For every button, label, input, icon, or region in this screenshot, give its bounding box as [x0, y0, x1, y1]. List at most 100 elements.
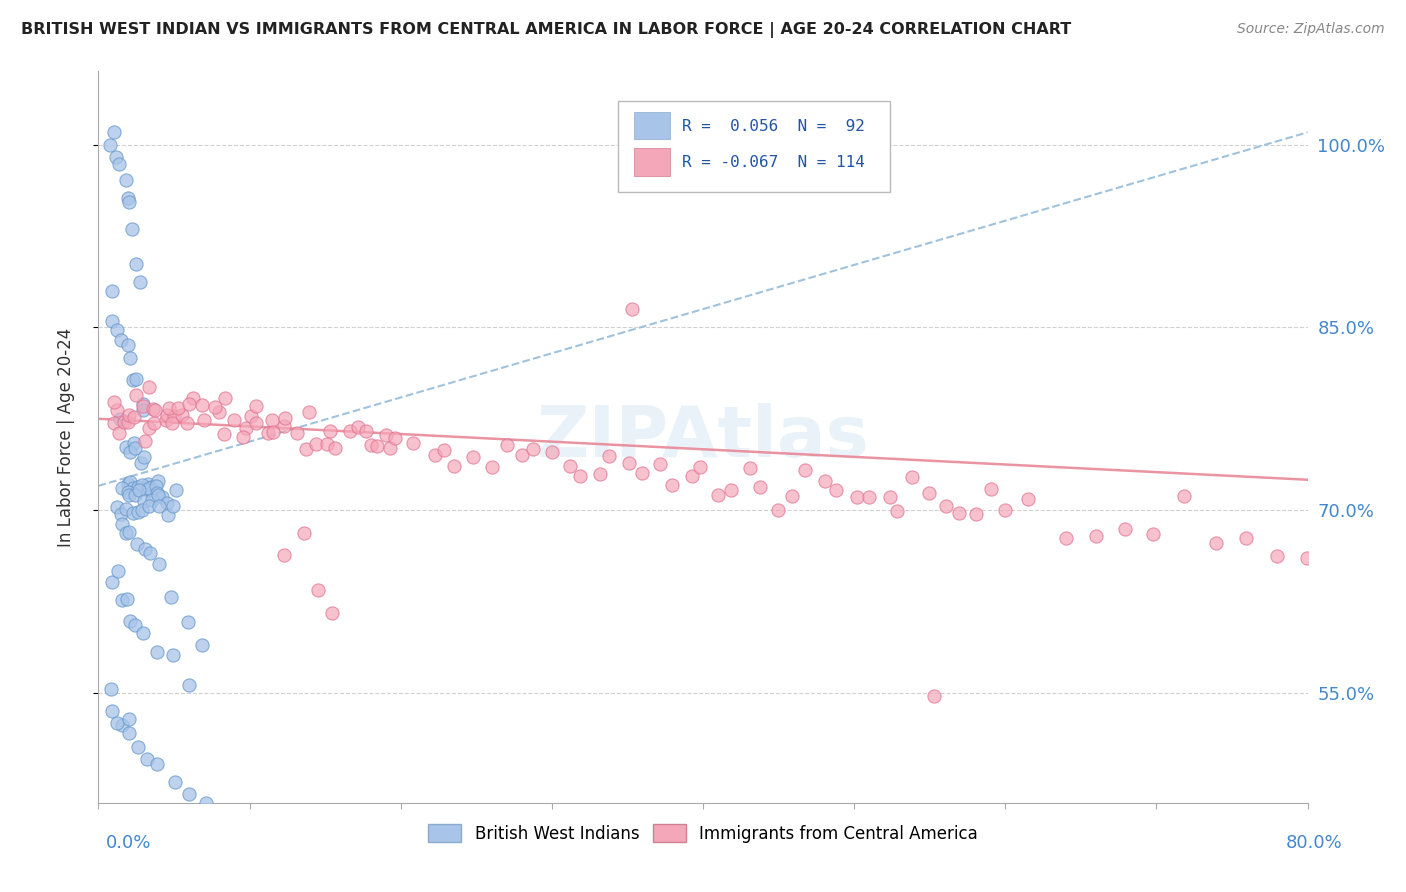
Point [794, 463, 817, 477]
Point [105, 716, 128, 731]
Point [146, 486, 169, 500]
Point [965, 507, 987, 521]
Point [630, 466, 652, 480]
Point [162, 499, 184, 513]
Point [935, 499, 957, 513]
Point [165, 483, 187, 497]
Point [117, 415, 139, 429]
Point [1234, 532, 1257, 546]
Point [461, 450, 484, 464]
Point [148, 557, 170, 571]
Text: BRITISH WEST INDIAN VS IMMIGRANTS FROM CENTRAL AMERICA IN LABOR FORCE | AGE 20-2: BRITISH WEST INDIAN VS IMMIGRANTS FROM C… [21, 22, 1071, 38]
Point [131, 478, 153, 492]
Point [617, 456, 640, 470]
Point [134, 542, 156, 557]
Point [1114, 522, 1136, 536]
Point [122, 409, 145, 424]
Text: R =  0.056  N =  92: R = 0.056 N = 92 [682, 119, 865, 134]
Point [900, 470, 922, 484]
Point [136, 476, 159, 491]
Point [433, 442, 456, 457]
Point [214, 426, 236, 441]
Point [108, 425, 131, 440]
Point [134, 493, 156, 508]
Point [443, 459, 465, 474]
Point [298, 404, 321, 418]
Point [124, 617, 146, 632]
FancyBboxPatch shape [634, 148, 671, 176]
Point [366, 439, 388, 453]
Point [1295, 550, 1317, 565]
Point [145, 479, 167, 493]
Point [121, 222, 143, 236]
Point [101, 704, 124, 718]
Point [375, 427, 398, 442]
Point [146, 488, 169, 502]
Point [122, 373, 145, 387]
Legend: British West Indians, Immigrants from Central America: British West Indians, Immigrants from Ce… [422, 818, 984, 849]
Point [134, 434, 156, 448]
Point [114, 525, 136, 540]
Point [177, 787, 200, 801]
Point [232, 430, 254, 444]
Point [235, 421, 257, 435]
Point [401, 436, 423, 450]
Point [360, 438, 382, 452]
Point [766, 502, 789, 516]
Point [141, 492, 163, 507]
Point [142, 401, 165, 416]
Point [510, 448, 533, 462]
Point [321, 607, 343, 621]
Point [114, 502, 136, 516]
Point [886, 504, 908, 518]
Point [120, 475, 142, 489]
Point [918, 485, 941, 500]
Point [138, 499, 160, 513]
Point [114, 173, 136, 187]
Point [111, 481, 134, 495]
Point [260, 413, 283, 427]
Point [162, 416, 184, 430]
Y-axis label: In Labor Force | Age 20-24: In Labor Force | Age 20-24 [56, 327, 75, 547]
FancyBboxPatch shape [619, 101, 890, 192]
Point [1017, 491, 1039, 506]
Point [323, 442, 346, 456]
Point [98, 138, 121, 153]
Point [117, 338, 139, 352]
Point [845, 490, 868, 504]
Point [121, 481, 143, 495]
Point [1054, 531, 1077, 545]
Point [159, 590, 181, 604]
Point [380, 442, 402, 456]
Point [122, 506, 145, 520]
Point [994, 502, 1017, 516]
Point [105, 500, 128, 515]
Point [135, 752, 157, 766]
Point [262, 425, 284, 439]
Point [948, 506, 970, 520]
Point [285, 426, 308, 441]
Point [100, 575, 122, 590]
Point [307, 582, 329, 597]
Point [107, 564, 129, 578]
Point [100, 681, 122, 696]
Point [356, 424, 378, 438]
Point [292, 525, 315, 540]
Point [101, 284, 124, 298]
Point [148, 500, 170, 514]
Point [194, 796, 217, 810]
Point [1265, 549, 1288, 564]
Point [319, 424, 342, 438]
Point [124, 372, 146, 386]
Point [111, 718, 134, 732]
Point [115, 591, 138, 606]
Point [112, 416, 135, 430]
Point [814, 474, 837, 488]
Text: R = -0.067  N = 114: R = -0.067 N = 114 [682, 155, 865, 170]
Point [118, 712, 141, 726]
Point [193, 413, 215, 427]
Point [165, 774, 187, 789]
Point [127, 740, 149, 755]
Point [163, 409, 186, 423]
Point [118, 194, 141, 209]
